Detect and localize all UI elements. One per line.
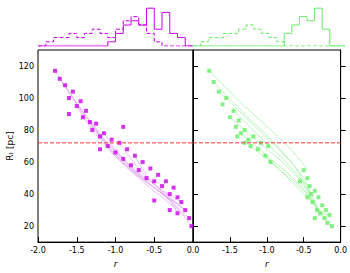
svg-text:Rₜ [pc]: Rₜ [pc] xyxy=(5,131,15,160)
svg-text:-0.5: -0.5 xyxy=(296,246,312,255)
svg-text:-1.0: -1.0 xyxy=(259,246,275,255)
svg-text:0.0: 0.0 xyxy=(187,246,200,255)
svg-text:r: r xyxy=(265,259,270,269)
svg-text:-1.5: -1.5 xyxy=(69,246,85,255)
svg-text:0.0: 0.0 xyxy=(334,246,347,255)
svg-text:60: 60 xyxy=(24,158,34,167)
svg-text:-1.0: -1.0 xyxy=(108,246,124,255)
svg-text:-0.5: -0.5 xyxy=(146,246,162,255)
svg-text:100: 100 xyxy=(19,94,34,103)
svg-text:r: r xyxy=(114,259,119,269)
svg-text:-1.5: -1.5 xyxy=(222,246,238,255)
svg-text:80: 80 xyxy=(24,126,34,135)
svg-text:40: 40 xyxy=(24,190,34,199)
svg-text:120: 120 xyxy=(19,62,34,71)
svg-text:20: 20 xyxy=(24,222,34,231)
svg-text:-2.0: -2.0 xyxy=(30,246,46,255)
